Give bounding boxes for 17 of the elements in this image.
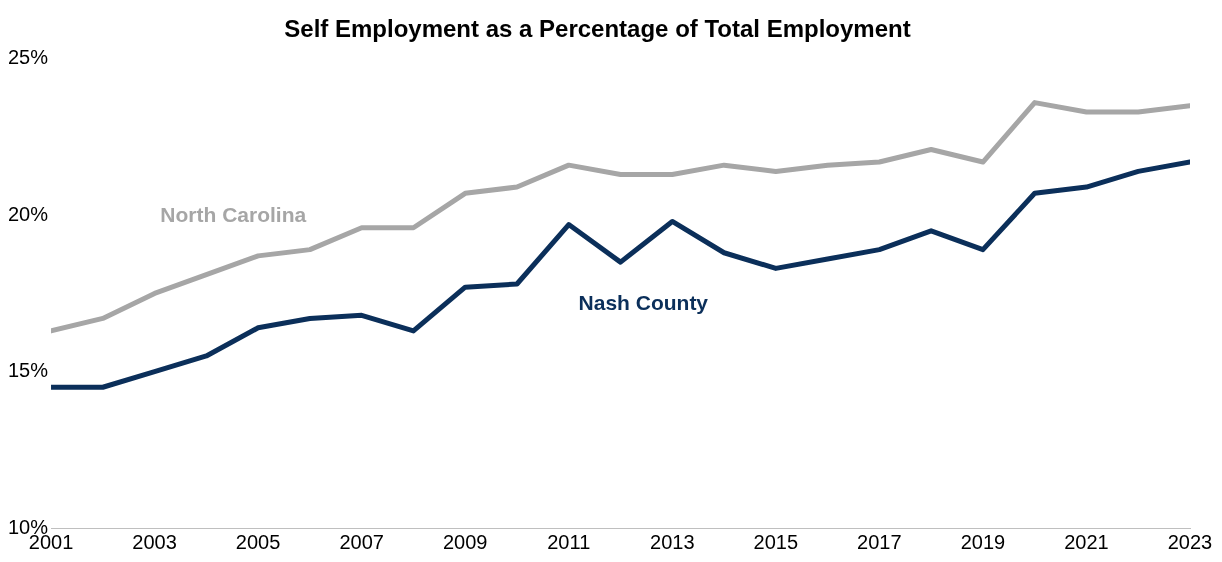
x-tick-label: 2007	[339, 530, 384, 553]
x-tick-label: 2015	[753, 530, 799, 553]
x-tick-label: 2011	[547, 530, 591, 553]
x-tick-label: 2013	[650, 530, 695, 553]
series-label: North Carolina	[160, 202, 307, 226]
x-tick-label: 2017	[857, 530, 902, 553]
series-label: Nash County	[578, 290, 709, 314]
x-tick-label: 2009	[442, 530, 488, 553]
x-tick-label: 2023	[1167, 530, 1213, 553]
x-tick-label: 2005	[235, 530, 281, 553]
x-tick-label: 2021	[1064, 530, 1109, 553]
y-tick-label: 25%	[8, 46, 49, 69]
chart-title: Self Employment as a Percentage of Total Employment	[284, 15, 911, 43]
y-tick-label: 15%	[8, 359, 49, 382]
x-tick-label: 2003	[132, 530, 177, 553]
y-tick-label: 20%	[8, 202, 49, 225]
x-tick-label: 2019	[960, 530, 1006, 553]
